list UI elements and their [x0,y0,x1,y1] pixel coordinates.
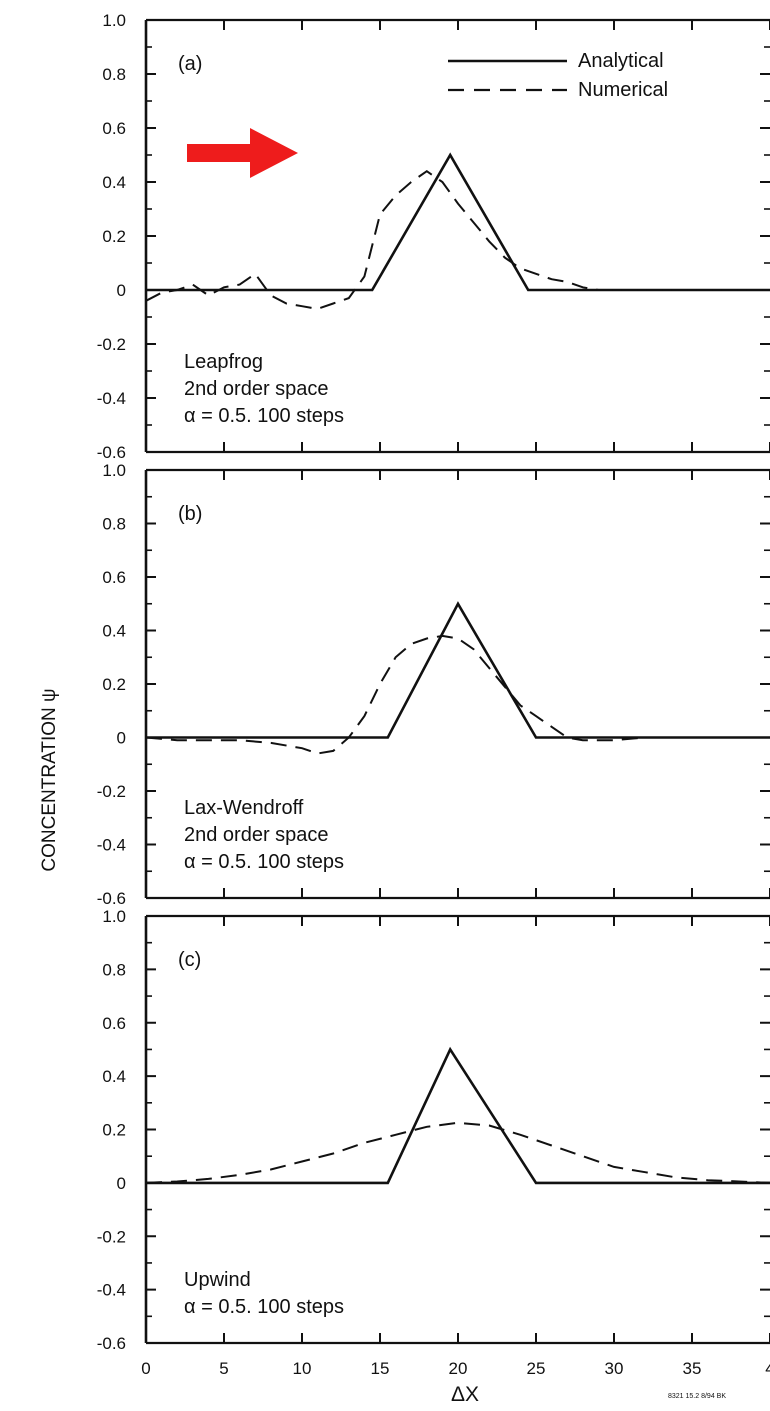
panel-c: -0.6 -0.4 -0.2 0 0.2 0.4 0.6 0.8 1.0 0 5 10 15 20 25 30… [97,907,770,1378]
y-tick-label: 0 [117,1174,126,1193]
panel-label: (a) [178,53,202,75]
y-tick-label: -0.2 [97,335,126,354]
panel-a: -0.6 -0.4 -0.2 0 0.2 0.4 0.6 0.8 1.0 (a) Leapfrog 2… [97,11,770,462]
x-tick-label: 20 [449,1359,468,1378]
panel-annotation-line: 2nd order space [184,378,329,400]
y-tick-label: -0.4 [97,389,126,408]
y-tick-label: 0.4 [102,173,126,192]
legend: Analytical Numerical [448,50,668,101]
series-line-numerical [145,169,770,310]
y-axis-label: CONCENTRATION ψ [39,688,60,871]
y-tick-label: 1.0 [102,907,126,926]
panel-label: (c) [178,949,201,971]
red-arrow-icon [187,128,298,178]
y-tick-label: 0.6 [102,119,126,138]
series-line-analytical [146,601,770,739]
x-tick-label: 0 [141,1359,150,1378]
x-tick-label: 15 [371,1359,390,1378]
panel-annotation-line: α = 0.5. 100 steps [184,1296,344,1318]
y-tick-label: 0.6 [102,568,126,587]
series-line-numerical [145,634,770,755]
y-tick-label: 0 [117,281,126,300]
y-tick-label: -0.6 [97,889,126,908]
y-tick-label: 0.8 [102,960,126,979]
series-line-analytical [146,1046,770,1185]
panel-b: -0.6 -0.4 -0.2 0 0.2 0.4 0.6 0.8 1.0 (b) Lax-Wendr… [97,461,770,908]
x-tick-label: 30 [605,1359,624,1378]
footer-code: 8321 15.2 8/94 BK [668,1393,726,1400]
legend-label-numerical: Numerical [578,79,668,101]
y-tick-label: -0.4 [97,1281,126,1300]
y-tick-label: 1.0 [102,461,126,480]
panel-label: (b) [178,503,202,525]
panel-annotation-line: α = 0.5. 100 steps [184,851,344,873]
y-tick-label: -0.6 [97,443,126,462]
panel-annotation-line: α = 0.5. 100 steps [184,405,344,427]
x-tick-label: 35 [683,1359,702,1378]
legend-label-analytical: Analytical [578,50,664,72]
y-tick-label: -0.2 [97,1227,126,1246]
y-tick-label: 1.0 [102,11,126,30]
x-tick-label: 10 [293,1359,312,1378]
panel-annotation-line: Leapfrog [184,351,263,373]
y-tick-label: 0.2 [102,1121,126,1140]
panels: -0.6 -0.4 -0.2 0 0.2 0.4 0.6 0.8 1.0 (a) Leapfrog 2… [97,11,770,1378]
y-tick-label: 0.6 [102,1014,126,1033]
y-tick-label: -0.6 [97,1334,126,1353]
y-tick-label: 0.8 [102,65,126,84]
x-tick-label: 4 [765,1359,770,1378]
y-tick-label: 0.2 [102,227,126,246]
y-tick-label: -0.2 [97,782,126,801]
x-tick-label: 25 [527,1359,546,1378]
y-tick-label: 0.2 [102,675,126,694]
x-tick-label: 5 [219,1359,228,1378]
y-tick-label: 0.4 [102,622,126,641]
y-tick-label: 0 [117,729,126,748]
series-line-numerical [145,1121,770,1184]
y-tick-label: 0.8 [102,515,126,534]
panel-annotation-line: Upwind [184,1269,251,1291]
panel-annotation-line: 2nd order space [184,824,329,846]
x-axis-label: ΔX [451,1383,479,1406]
y-tick-label: -0.4 [97,836,126,855]
y-tick-label: 0.4 [102,1067,126,1086]
panel-annotation-line: Lax-Wendroff [184,797,304,819]
series-line-analytical [146,152,770,292]
